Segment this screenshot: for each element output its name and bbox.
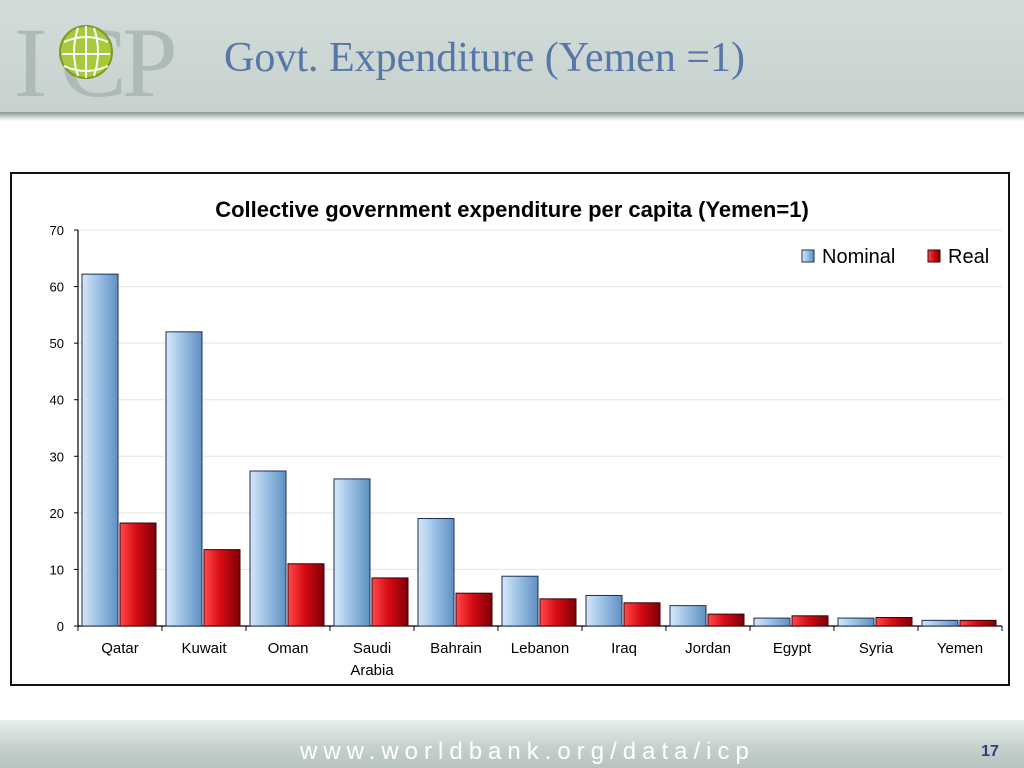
y-tick-label: 30 <box>50 449 64 464</box>
bar-nominal <box>921 619 959 627</box>
bar-series <box>81 273 997 627</box>
y-tick-label: 40 <box>50 393 64 408</box>
legend-label: Real <box>948 246 989 268</box>
x-tick-label: Yemen <box>937 640 983 657</box>
x-tick-label: Egypt <box>773 640 812 657</box>
bar-nominal <box>837 617 875 627</box>
x-tick-label: Saudi <box>353 640 391 657</box>
x-tick-label: Lebanon <box>511 640 569 657</box>
x-tick-label: Syria <box>859 640 894 657</box>
bar-real <box>791 615 829 627</box>
header-shadow <box>0 112 1024 122</box>
bar-nominal <box>501 575 539 627</box>
bar-real <box>707 613 745 627</box>
footer-url: www.worldbank.org/data/icp <box>300 738 755 765</box>
y-tick-label: 20 <box>50 506 64 521</box>
bar-nominal <box>81 273 119 627</box>
y-tick-label: 10 <box>50 562 64 577</box>
page-number: 17 <box>981 743 999 760</box>
x-tick-label: Kuwait <box>181 640 227 657</box>
bar-nominal <box>585 594 623 627</box>
x-tick-label: Bahrain <box>430 640 482 657</box>
bar-real <box>287 563 325 627</box>
logo-letter-p: P <box>122 7 178 108</box>
bar-real <box>875 617 913 627</box>
logo-letter-i: I <box>14 7 47 108</box>
bar-nominal <box>753 617 791 627</box>
y-tick-label: 60 <box>50 280 64 295</box>
globe-icon <box>59 25 113 79</box>
legend-swatch <box>801 249 815 263</box>
bar-nominal <box>249 470 287 627</box>
y-tick-label: 0 <box>57 619 64 634</box>
slide-title: Govt. Expenditure (Yemen =1) <box>224 35 746 81</box>
x-tick-label: Oman <box>268 640 309 657</box>
bar-real <box>623 602 661 627</box>
x-tick-label: Iraq <box>611 640 637 657</box>
legend: Nominal Real <box>801 246 989 268</box>
slide-header <box>0 0 1024 112</box>
bar-real <box>455 592 493 627</box>
chart-frame: Collective government expenditure per ca… <box>10 172 1010 686</box>
bar-real <box>539 598 577 627</box>
bar-nominal <box>333 478 371 627</box>
y-tick-label: 70 <box>50 223 64 238</box>
bar-real <box>203 549 241 627</box>
y-tick-label: 50 <box>50 336 64 351</box>
grid-lines <box>78 229 1002 570</box>
x-axis: Qatar Kuwait Oman Saudi Arabia Bahrain Lebanon… <box>77 626 1003 679</box>
bar-real <box>119 522 157 627</box>
legend-swatch <box>927 249 941 263</box>
x-tick-label: Qatar <box>101 640 139 657</box>
icp-logo: I C P <box>14 7 178 108</box>
legend-label: Nominal <box>822 246 895 268</box>
bar-nominal <box>165 331 203 627</box>
bar-nominal <box>669 605 707 627</box>
bar-chart: Collective government expenditure per ca… <box>50 197 1003 679</box>
slide-footer <box>0 720 1024 768</box>
bar-nominal <box>417 518 455 627</box>
x-tick-label: Arabia <box>350 662 394 679</box>
chart-title: Collective government expenditure per ca… <box>215 197 809 222</box>
x-tick-label: Jordan <box>685 640 731 657</box>
bar-real <box>959 619 997 627</box>
bar-real <box>371 577 409 627</box>
